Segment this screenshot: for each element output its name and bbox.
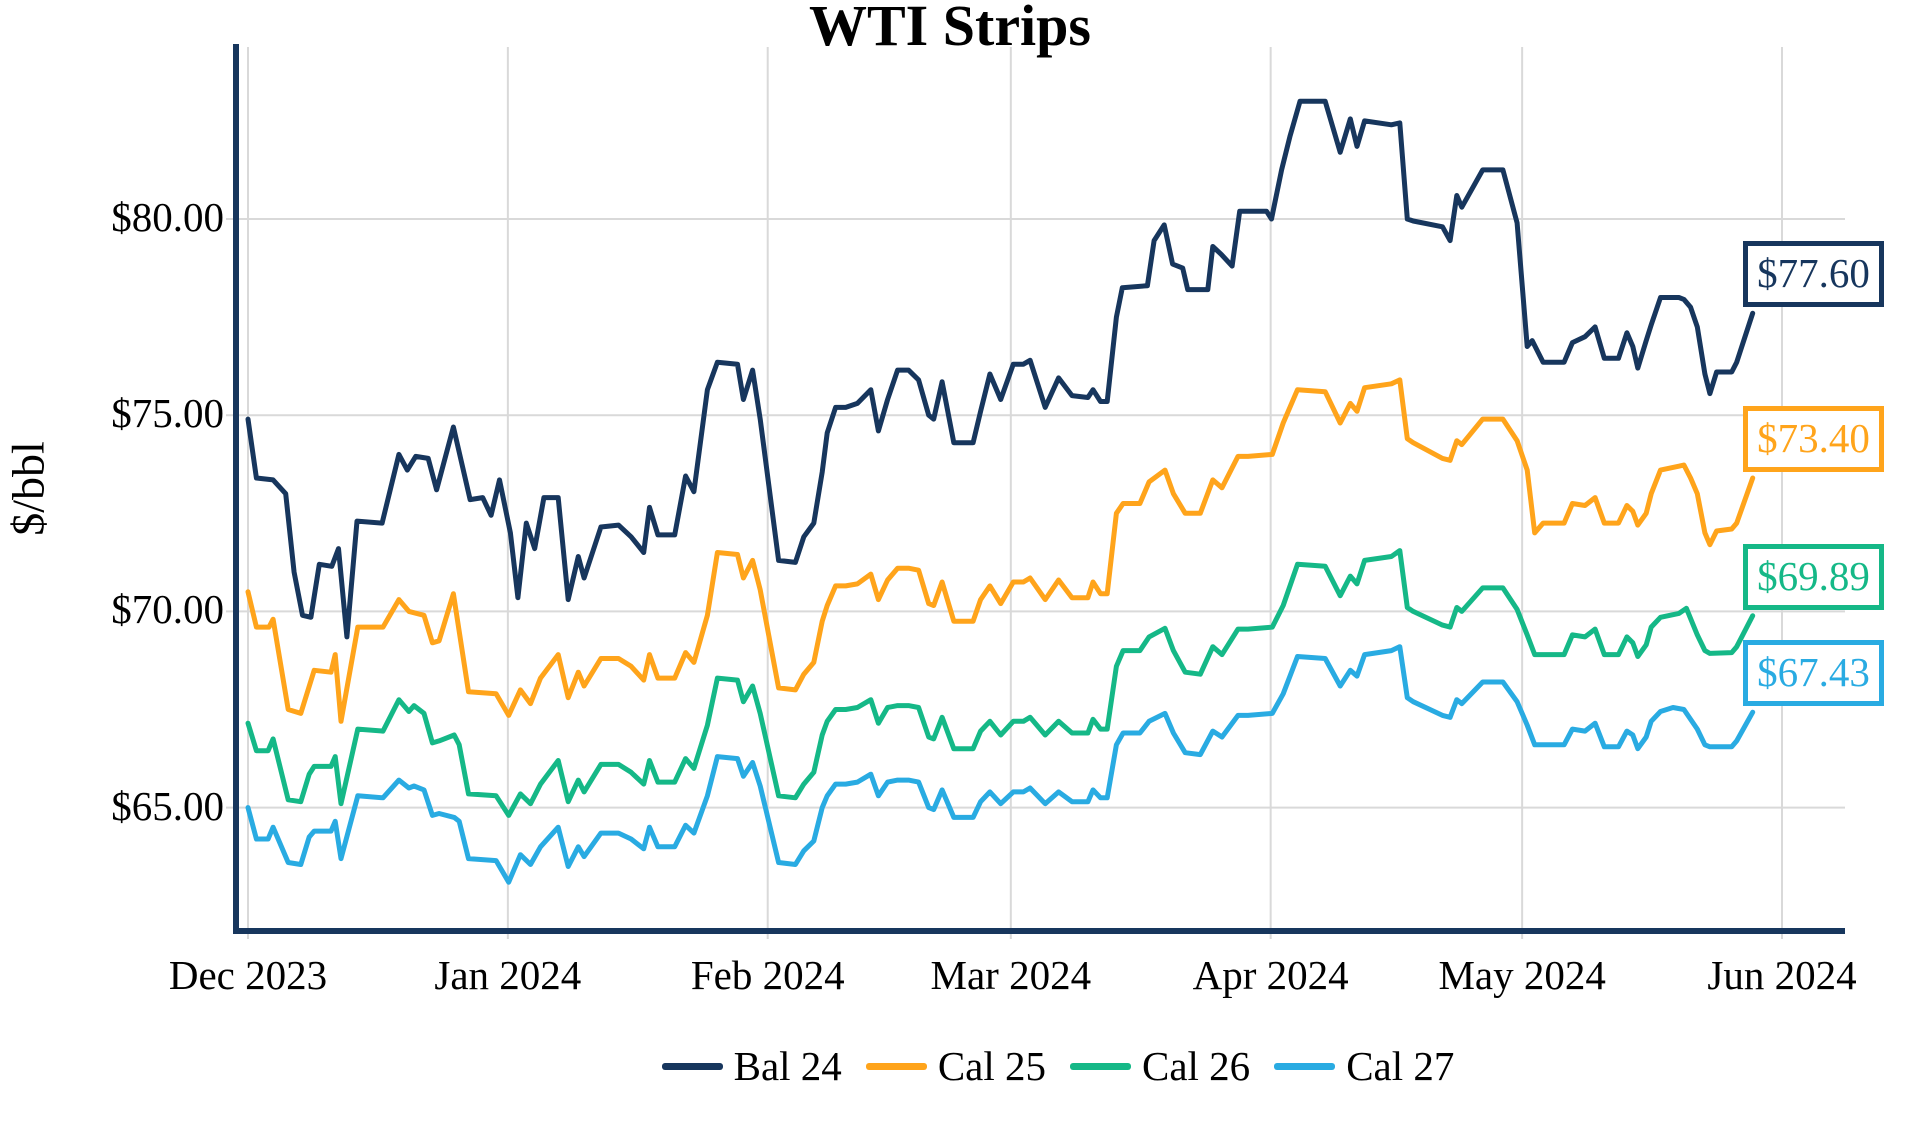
legend-line-swatch (1274, 1062, 1336, 1070)
legend-line-swatch (1070, 1062, 1131, 1070)
series-line-cal-25 (245, 377, 1756, 724)
legend-item-bal-24: Bal 24 (661, 1042, 842, 1090)
series-line-cal-27 (245, 644, 1756, 885)
legend-item-cal-27: Cal 27 (1274, 1042, 1454, 1090)
x-tick-label: Apr 2024 (1192, 952, 1349, 998)
legend-line-swatch (661, 1062, 723, 1070)
legend-label: Cal 26 (1142, 1043, 1251, 1089)
series-line-bal-24 (245, 98, 1756, 640)
y-tick-label: $70.00 (111, 586, 224, 633)
end-label-cal-26: $69.89 (1743, 543, 1884, 610)
x-tick-label: Mar 2024 (930, 952, 1092, 998)
end-label-bal-24: $77.60 (1743, 241, 1884, 308)
legend-label: Cal 25 (937, 1043, 1046, 1089)
legend-label: Cal 27 (1346, 1043, 1455, 1089)
legend-item-cal-26: Cal 26 (1070, 1042, 1250, 1090)
y-tick-label: $75.00 (111, 390, 224, 437)
series-line-cal-26 (245, 548, 1756, 818)
legend: Bal 24 Cal 25 Cal 26 Cal 27 (0, 1042, 1920, 1090)
x-tick-label: Dec 2023 (168, 952, 328, 998)
y-tick-label: $80.00 (111, 194, 224, 240)
end-label-cal-25: $73.40 (1743, 405, 1884, 472)
legend-item-cal-25: Cal 25 (865, 1042, 1046, 1090)
chart-title: WTI Strips (808, 0, 1091, 58)
x-tick-label: Jun 2024 (1707, 952, 1857, 998)
end-label-cal-27: $67.43 (1743, 640, 1884, 707)
x-tick-label: Jan 2024 (434, 952, 582, 998)
legend-label: Bal 24 (733, 1043, 842, 1089)
x-tick-label: May 2024 (1438, 952, 1606, 998)
legend-line-swatch (865, 1062, 927, 1070)
x-tick-label: Feb 2024 (690, 952, 845, 998)
y-tick-label: $65.00 (111, 782, 224, 829)
